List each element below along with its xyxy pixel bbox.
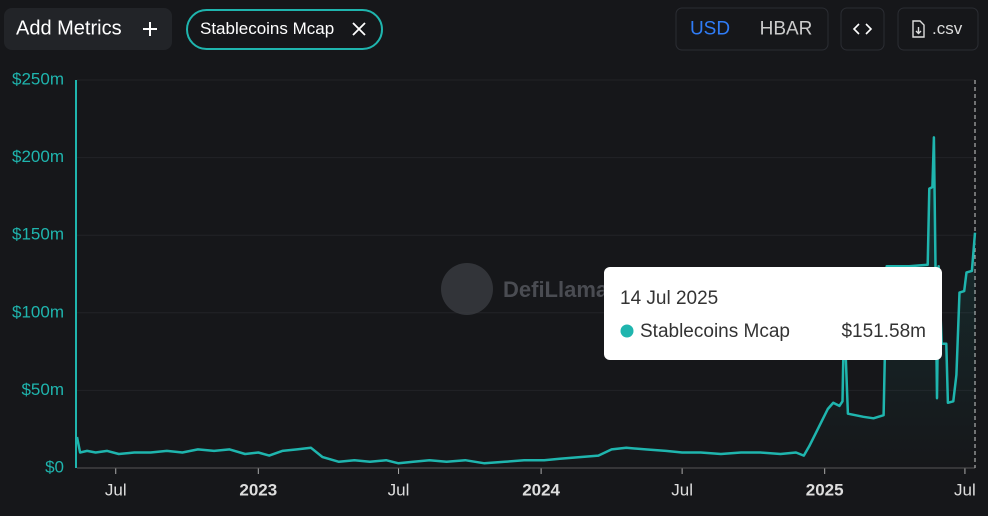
plus-icon: [143, 22, 157, 36]
x-tick-label: Jul: [671, 480, 693, 499]
tooltip-value: $151.58m: [841, 321, 926, 342]
x-tick-label: Jul: [954, 480, 976, 499]
watermark-text: DefiLlama: [503, 277, 609, 302]
x-tick-label: Jul: [105, 480, 127, 499]
y-tick-label: $100m: [12, 302, 64, 321]
metric-chip[interactable]: [186, 9, 383, 50]
add-metrics-label[interactable]: Add Metrics: [16, 17, 122, 39]
csv-label[interactable]: .csv: [932, 19, 963, 38]
tooltip-series-name: Stablecoins Mcap: [640, 321, 790, 342]
x-tick-label: 2023: [239, 480, 277, 499]
y-tick-label: $150m: [12, 225, 64, 244]
currency-toggle: [675, 7, 829, 51]
currency-option[interactable]: USD: [690, 19, 730, 40]
add-metrics-button[interactable]: [4, 8, 172, 50]
currency-options: USD HBAR: [690, 19, 812, 40]
y-tick-label: $0: [45, 457, 64, 476]
tooltip: [604, 267, 942, 360]
chip-close-icon[interactable]: [352, 22, 366, 36]
currency-option[interactable]: HBAR: [760, 19, 813, 40]
series-layer: [75, 136, 977, 468]
x-tick-label: Jul: [388, 480, 410, 499]
watermark-logo: [441, 263, 493, 315]
y-tick-label: $50m: [21, 380, 64, 399]
series-area: [77, 137, 975, 468]
tooltip-marker: [620, 324, 634, 338]
csv-button[interactable]: [897, 7, 979, 51]
y-tick-label: $250m: [12, 69, 64, 88]
x-tick-label: 2025: [806, 480, 844, 499]
x-tick-label: 2024: [522, 480, 560, 499]
embed-button[interactable]: [840, 7, 885, 51]
y-tick-label: $200m: [12, 147, 64, 166]
embed-icon: [852, 23, 873, 35]
download-icon: [912, 20, 925, 38]
tooltip-date: 14 Jul 2025: [620, 288, 718, 309]
metric-chip-label: Stablecoins Mcap: [200, 19, 334, 38]
series-line: [75, 136, 977, 465]
